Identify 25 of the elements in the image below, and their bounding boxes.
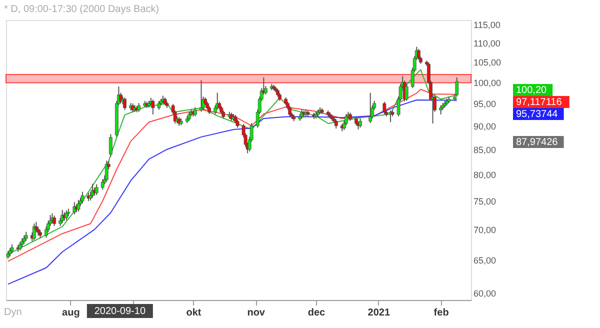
y-tick-label: 90,00 bbox=[474, 121, 496, 132]
y-tick-label: 65,00 bbox=[474, 256, 496, 266]
y-tick-label: 110,00 bbox=[474, 38, 500, 48]
x-tick-label: dec bbox=[308, 308, 326, 318]
text: 2020-09-10 bbox=[94, 306, 146, 317]
text: 100,20 bbox=[516, 85, 548, 96]
y-tick-label: 80,00 bbox=[474, 170, 496, 180]
text: 95,73744 bbox=[516, 109, 558, 120]
y-tick-label: 60,00 bbox=[474, 288, 496, 299]
y-tick-label: 95,00 bbox=[474, 98, 496, 109]
text: 87,97426 bbox=[516, 137, 558, 148]
y-tick-label: 115,00 bbox=[474, 20, 500, 30]
x-tick-label: aug bbox=[62, 308, 80, 318]
x-tick-label: okt bbox=[186, 308, 202, 318]
y-tick-label: 75,00 bbox=[474, 196, 496, 206]
x-tick-label: 2021 bbox=[368, 308, 390, 318]
y-tick-label: 85,00 bbox=[474, 144, 496, 155]
chart-title: * D, 09:00-17:30 (2000 Days Back) bbox=[4, 4, 160, 15]
y-tick-label: 105,00 bbox=[474, 58, 502, 68]
x-tick-label: feb bbox=[434, 308, 449, 318]
y-tick-label: 70,00 bbox=[474, 224, 496, 235]
text: 97,117116 bbox=[516, 97, 562, 108]
text: Dyn bbox=[4, 307, 22, 318]
y-tick-label: 100,00 bbox=[474, 78, 502, 88]
x-tick-label: nov bbox=[247, 308, 266, 318]
